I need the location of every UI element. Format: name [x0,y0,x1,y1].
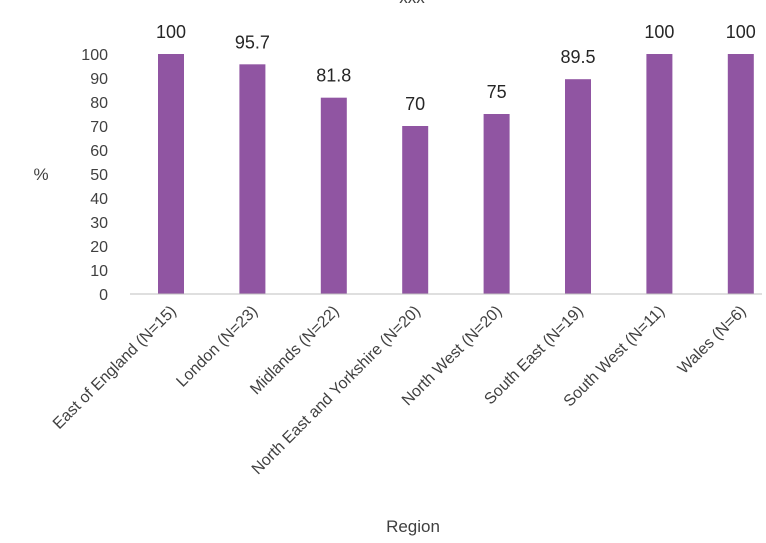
data-label: 100 [644,22,674,42]
y-tick-label: 20 [90,239,108,256]
bar [727,54,754,294]
y-tick-label: 0 [99,287,108,304]
x-axis-title: Region [386,517,440,536]
category-labels-group: East of England (N=15)London (N=23)Midla… [50,303,750,478]
data-label: 89.5 [560,47,595,67]
bar [320,97,347,295]
x-category-label: North East and Yorkshire (N=20) [249,303,424,478]
bar [483,114,510,294]
bars-group [158,54,754,295]
y-tick-label: 100 [81,47,108,64]
chart-title-clipped: xxx [399,0,425,7]
y-tick-label: 30 [90,215,108,232]
data-label: 70 [405,94,425,114]
y-tick-label: 90 [90,71,108,88]
bar [646,54,673,294]
y-tick-label: 10 [90,263,108,280]
data-label: 81.8 [316,66,351,86]
bar [565,79,591,294]
y-tick-label: 50 [90,167,108,184]
y-axis-ticks: 0 10 20 30 40 50 60 70 80 90 100 [81,47,108,304]
data-label: 95.7 [235,32,270,52]
data-label: 75 [487,82,507,102]
y-tick-label: 60 [90,143,108,160]
bar [158,54,184,294]
data-label: 100 [156,22,186,42]
x-category-label: London (N=23) [173,303,261,391]
bar [239,64,266,294]
y-axis-title: % [33,165,48,184]
x-category-label: Midlands (N=22) [247,303,342,398]
x-category-label: Wales (N=6) [675,303,750,378]
data-labels-group: 100 95.7 81.8 70 75 89.5 100 100 [156,22,756,114]
x-category-label: East of England (N=15) [50,303,180,433]
y-tick-label: 40 [90,191,108,208]
y-tick-label: 80 [90,95,108,112]
data-label: 100 [726,22,756,42]
y-tick-label: 70 [90,119,108,136]
bar [402,126,429,294]
